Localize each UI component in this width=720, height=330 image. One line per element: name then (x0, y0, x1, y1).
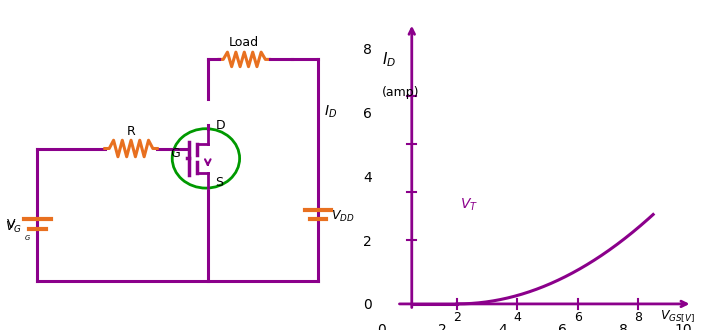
Text: $V_G$: $V_G$ (4, 220, 22, 235)
Text: 4: 4 (513, 312, 521, 324)
Text: V: V (7, 218, 16, 231)
Text: $_G$: $_G$ (24, 233, 32, 243)
Text: R: R (127, 125, 135, 138)
Text: S: S (215, 177, 223, 189)
Text: 2: 2 (453, 312, 461, 324)
Text: Load: Load (228, 36, 258, 49)
Text: 8: 8 (634, 312, 642, 324)
Text: D: D (215, 119, 225, 132)
Text: $I_D$: $I_D$ (382, 50, 396, 69)
Text: G: G (171, 147, 180, 160)
Text: (amp): (amp) (382, 86, 419, 99)
Text: $V_{GS[V]}$: $V_{GS[V]}$ (660, 309, 696, 325)
Text: $V_{DD}$: $V_{DD}$ (331, 209, 355, 223)
Text: $V_T$: $V_T$ (460, 196, 478, 213)
Text: 6: 6 (574, 312, 582, 324)
Text: $I_D$: $I_D$ (324, 104, 337, 120)
